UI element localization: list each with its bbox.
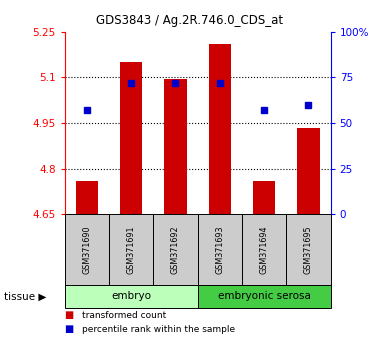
Text: GSM371694: GSM371694 [260, 225, 269, 274]
Text: GDS3843 / Ag.2R.746.0_CDS_at: GDS3843 / Ag.2R.746.0_CDS_at [97, 14, 283, 27]
Bar [65, 214, 109, 285]
Text: GSM371690: GSM371690 [82, 225, 91, 274]
Text: ■: ■ [65, 324, 74, 334]
Text: GSM371691: GSM371691 [127, 225, 136, 274]
Text: GSM371695: GSM371695 [304, 225, 313, 274]
Bar [120, 62, 142, 214]
Bar [109, 214, 153, 285]
Bar [198, 214, 242, 285]
Text: embryonic serosa: embryonic serosa [218, 291, 310, 302]
Bar [65, 285, 198, 308]
Text: ■: ■ [65, 310, 74, 320]
Text: embryo: embryo [111, 291, 151, 302]
Text: tissue ▶: tissue ▶ [4, 291, 46, 302]
Bar [209, 44, 231, 214]
Bar [242, 214, 286, 285]
Text: transformed count: transformed count [82, 310, 166, 320]
Bar [165, 79, 187, 214]
Bar [253, 181, 275, 214]
Text: GSM371692: GSM371692 [171, 225, 180, 274]
Text: percentile rank within the sample: percentile rank within the sample [82, 325, 235, 334]
Bar [198, 285, 331, 308]
Bar [153, 214, 198, 285]
Bar [76, 181, 98, 214]
Text: GSM371693: GSM371693 [215, 225, 224, 274]
Bar [298, 127, 320, 214]
Bar [286, 214, 331, 285]
